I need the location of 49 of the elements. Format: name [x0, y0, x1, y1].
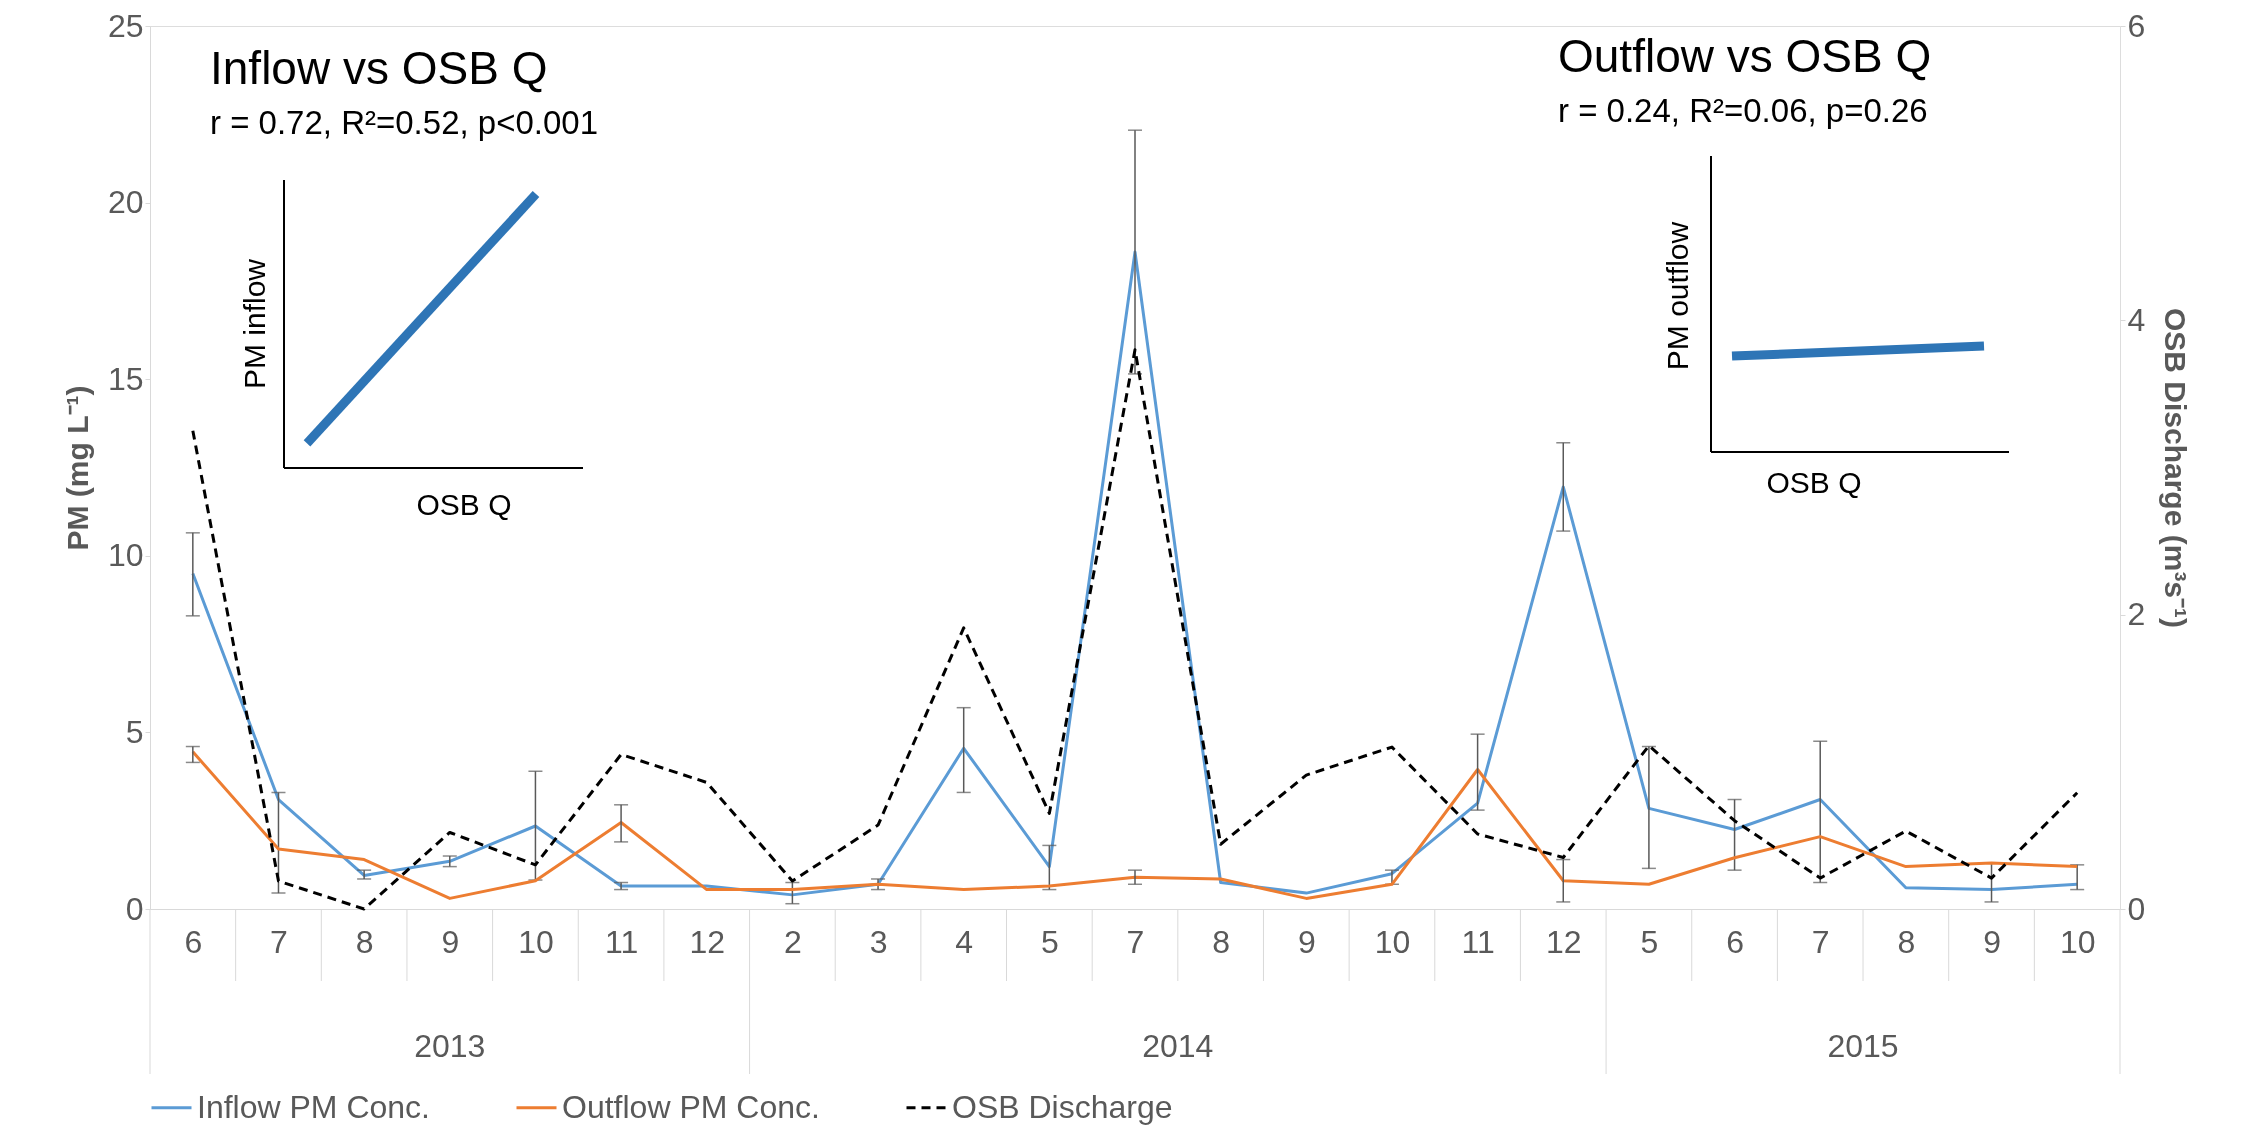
x-tick-label: 8 [1897, 923, 1916, 960]
x-tick-label: 7 [270, 923, 288, 960]
legend-label: Inflow PM Conc. [197, 1088, 430, 1125]
x-tick-label: 5 [1040, 923, 1059, 960]
x-tick-label: 4 [955, 923, 974, 960]
x-tick-label: 8 [355, 923, 374, 960]
chart-subtitle: r = 0.72, R²=0.52, p<0.001 [210, 104, 599, 141]
chart-title: Outflow vs OSB Q [1558, 30, 1932, 82]
y-tick-label: 25 [107, 7, 144, 44]
x-tick-label: 7 [1811, 923, 1830, 960]
x-tick-label: 11 [1461, 923, 1495, 960]
x-tick-label: 11 [604, 923, 639, 960]
x-tick-label: 10 [518, 923, 554, 960]
text: 2015 [1827, 1028, 1899, 1064]
y-axis-title: PM outflow [1661, 221, 1694, 371]
y-axis-title: PM (mg L⁻¹) [60, 385, 94, 551]
y-tick-label: 5 [125, 713, 144, 750]
x-tick-label: 12 [689, 923, 726, 960]
x-tick-label: 9 [441, 923, 460, 960]
x-tick-label: 10 [2059, 923, 2096, 960]
x-tick-label: 6 [184, 923, 203, 960]
chart-subtitle: r = 0.24, R²=0.06, p=0.26 [1558, 92, 1928, 129]
y-tick-label: 15 [107, 360, 144, 397]
x-axis-title: OSB Q [1766, 466, 1862, 499]
legend-label: Outflow PM Conc. [562, 1088, 820, 1125]
x-tick-label: 10 [1374, 923, 1411, 960]
y-tick-label: 0 [125, 890, 144, 927]
chart-title: Inflow vs OSB Q [210, 42, 548, 94]
y-tick-label: 20 [107, 184, 144, 221]
x-tick-label: 3 [869, 923, 888, 960]
y2-tick-label: 0 [2127, 890, 2146, 927]
x-tick-label: 2 [783, 923, 802, 960]
x-axis-title: OSB Q [416, 488, 512, 521]
y2-tick-label: 4 [2127, 301, 2146, 338]
x-tick-label: 9 [1983, 923, 2001, 960]
text: 2014 [1142, 1028, 1214, 1064]
x-tick-label: 5 [1640, 923, 1659, 960]
y-axis-title: PM inflow [238, 258, 271, 390]
y2-axis-title: OSB Discharge (m³s⁻¹) [2159, 307, 2193, 629]
x-tick-label: 8 [1212, 923, 1231, 960]
x-tick-label: 12 [1545, 923, 1582, 960]
y2-tick-label: 6 [2127, 7, 2146, 44]
y-tick-label: 10 [107, 537, 144, 574]
x-tick-label: 7 [1126, 923, 1145, 960]
x-tick-label: 6 [1726, 923, 1744, 960]
legend-label: OSB Discharge [952, 1088, 1173, 1125]
y2-tick-label: 2 [2127, 596, 2146, 633]
text: 2013 [414, 1028, 486, 1064]
x-tick-label: 9 [1297, 923, 1316, 960]
